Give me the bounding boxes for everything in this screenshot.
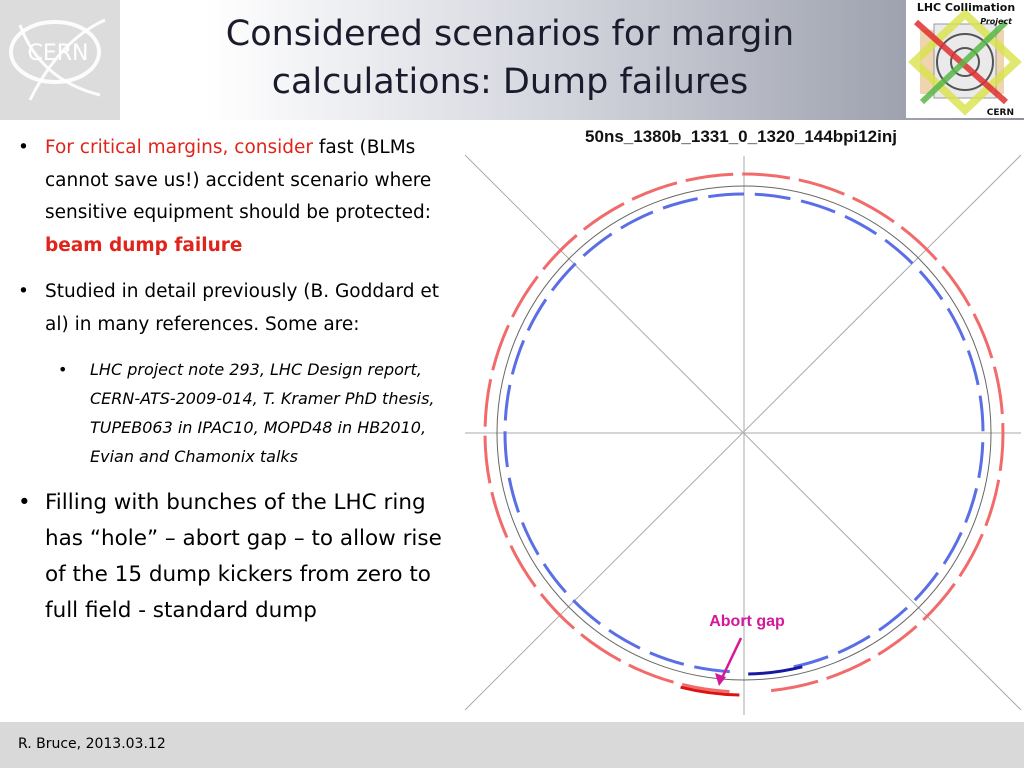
bullet-1-red-lead: For critical margins, consider bbox=[45, 137, 313, 158]
beam2-bunch-train bbox=[693, 665, 730, 674]
beam1-bunch-train bbox=[900, 226, 938, 261]
beam1-bunch-train bbox=[984, 479, 1001, 527]
page-title: Considered scenarios for margin calculat… bbox=[140, 10, 880, 106]
bullet-dot: • bbox=[18, 490, 31, 515]
beam2-bunch-train bbox=[754, 192, 791, 201]
beam2-bunch-train bbox=[510, 339, 526, 375]
beam2-bunch-train bbox=[793, 655, 829, 669]
abort-gap-label: Abort gap bbox=[709, 613, 785, 630]
sub-bullet-text: LHC project note 293, LHC Design report,… bbox=[90, 360, 435, 466]
beam1-bunch-train bbox=[681, 683, 730, 694]
beam2-bunch-train bbox=[550, 262, 577, 292]
beam2-bunch-train bbox=[662, 197, 698, 210]
beam2-bunch-train bbox=[946, 307, 966, 341]
bullet-2-text: Studied in detail previously (B. Goddard… bbox=[45, 281, 439, 335]
beam1-bunch-train bbox=[922, 582, 956, 621]
title-line-2: calculations: Dump failures bbox=[271, 62, 749, 102]
collimation-logo-title: LHC Collimation bbox=[917, 1, 1015, 14]
beam2-bunch-train bbox=[837, 634, 871, 655]
bullet-dot: • bbox=[18, 137, 29, 158]
beam2-bunch-train bbox=[844, 215, 878, 236]
beam1-bunch-train bbox=[483, 435, 492, 484]
beam1-bunch-train bbox=[580, 633, 622, 663]
beam2-bunch-train bbox=[942, 531, 963, 565]
beam2-bunch-train bbox=[977, 442, 985, 479]
beam1-bunch-train bbox=[542, 234, 578, 271]
bullet-1-bold-red: beam dump failure bbox=[45, 234, 243, 256]
beam1-bunch-train bbox=[877, 624, 918, 656]
abort-gap-arrowhead bbox=[715, 673, 726, 686]
beam2-bunch-train bbox=[913, 571, 940, 602]
abort-gap-arrow bbox=[719, 637, 743, 681]
beam2-bunch-train bbox=[526, 298, 548, 332]
beam2-bunch-train bbox=[582, 232, 613, 258]
cern-logo-text: CERN bbox=[27, 41, 88, 66]
bullet-3-text: Filling with bunches of the LHC ring has… bbox=[45, 490, 442, 623]
bullet-dot: • bbox=[18, 281, 29, 302]
abort-gap-red-segment bbox=[680, 685, 740, 697]
cern-logo: CERN bbox=[0, 0, 120, 120]
beam2-bunch-train bbox=[708, 192, 745, 199]
beam1-bunch-train bbox=[491, 324, 510, 371]
beam2-bunch-train bbox=[521, 521, 540, 556]
beam1-bunch-train bbox=[826, 657, 872, 680]
sub-bullet-references: • LHC project note 293, LHC Design report… bbox=[18, 355, 458, 471]
title-line-1: Considered scenarios for margin bbox=[225, 14, 795, 54]
collimation-logo-project: Project bbox=[980, 17, 1013, 26]
beam1-bunch-train bbox=[798, 178, 845, 196]
beam2-bunch-train bbox=[649, 651, 685, 666]
beam2-bunch-train bbox=[884, 238, 914, 265]
beam1-bunch-train bbox=[770, 679, 819, 693]
beam1-bunch-train bbox=[509, 545, 537, 588]
bullet-list: • For critical margins, consider fast (BL… bbox=[18, 132, 458, 629]
beam1-bunch-train bbox=[958, 533, 984, 578]
beam2-bunch-train bbox=[507, 477, 521, 513]
lhc-collimation-logo: LHC Collimation Project CERN bbox=[906, 0, 1024, 118]
beam1-bunch-train bbox=[628, 663, 674, 684]
beam1-bunch-train bbox=[851, 196, 895, 224]
beam1-bunch-train bbox=[998, 423, 1005, 472]
beam2-bunch-train bbox=[800, 199, 836, 214]
beam2-bunch-train bbox=[503, 384, 512, 421]
collimation-logo-cern: CERN bbox=[987, 108, 1014, 118]
bullet-dot: • bbox=[58, 360, 68, 379]
beam1-bunch-train bbox=[631, 181, 678, 201]
beam2-bunch-train bbox=[966, 349, 980, 386]
cern-logo-icon: CERN bbox=[9, 18, 106, 101]
beam1-bunch-train bbox=[742, 172, 791, 180]
beam2-bunch-train bbox=[542, 563, 567, 594]
filling-ring-chart: 50ns_1380b_1331_0_1320_144bpi12inj Abort… bbox=[464, 127, 1022, 715]
beam2-bunch-train bbox=[918, 270, 944, 301]
beam2-bunch-train bbox=[878, 606, 909, 632]
beam2-bunch-train bbox=[503, 431, 509, 468]
footer-bar: R. Bruce, 2013.03.12 bbox=[0, 722, 1024, 768]
beam1-bunch-train bbox=[582, 202, 625, 231]
bullet-studied: • Studied in detail previously (B. Goddar… bbox=[18, 276, 458, 341]
beam1-bunch-train bbox=[483, 378, 493, 427]
reference-circle bbox=[496, 185, 992, 681]
bullet-critical-margins: • For critical margins, consider fast (BL… bbox=[18, 132, 458, 262]
beam1-bunch-train bbox=[490, 491, 509, 539]
bullet-filling: • Filling with bunches of the LHC ring ha… bbox=[18, 485, 458, 629]
beam1-bunch-train bbox=[972, 313, 994, 359]
beam2-bunch-train bbox=[964, 488, 978, 524]
footer-author-date: R. Bruce, 2013.03.12 bbox=[18, 736, 166, 752]
filling-scheme-figure: 50ns_1380b_1331_0_1320_144bpi12inj Abort… bbox=[463, 120, 1024, 720]
beam1-bunch-train bbox=[511, 275, 539, 318]
beam1-bunch-train bbox=[941, 265, 971, 307]
axis-diagonal-2 bbox=[464, 154, 1022, 711]
beam1-bunch-train bbox=[685, 172, 734, 183]
abort-gap-blue-segment bbox=[748, 665, 803, 676]
beam2-bunch-train bbox=[620, 210, 654, 230]
beam2-bunch-train bbox=[608, 628, 641, 650]
beam1-bunch-train bbox=[992, 366, 1004, 415]
beam2-bunch-train bbox=[572, 599, 602, 626]
chart-title: 50ns_1380b_1331_0_1320_144bpi12inj bbox=[585, 127, 897, 146]
beam2-bunch-train bbox=[978, 395, 985, 432]
bullet-1-text: fast (BLMs cannot save us!) accident sce… bbox=[45, 137, 432, 223]
beam1-bunch-train bbox=[539, 592, 576, 630]
header-band bbox=[0, 0, 1024, 120]
